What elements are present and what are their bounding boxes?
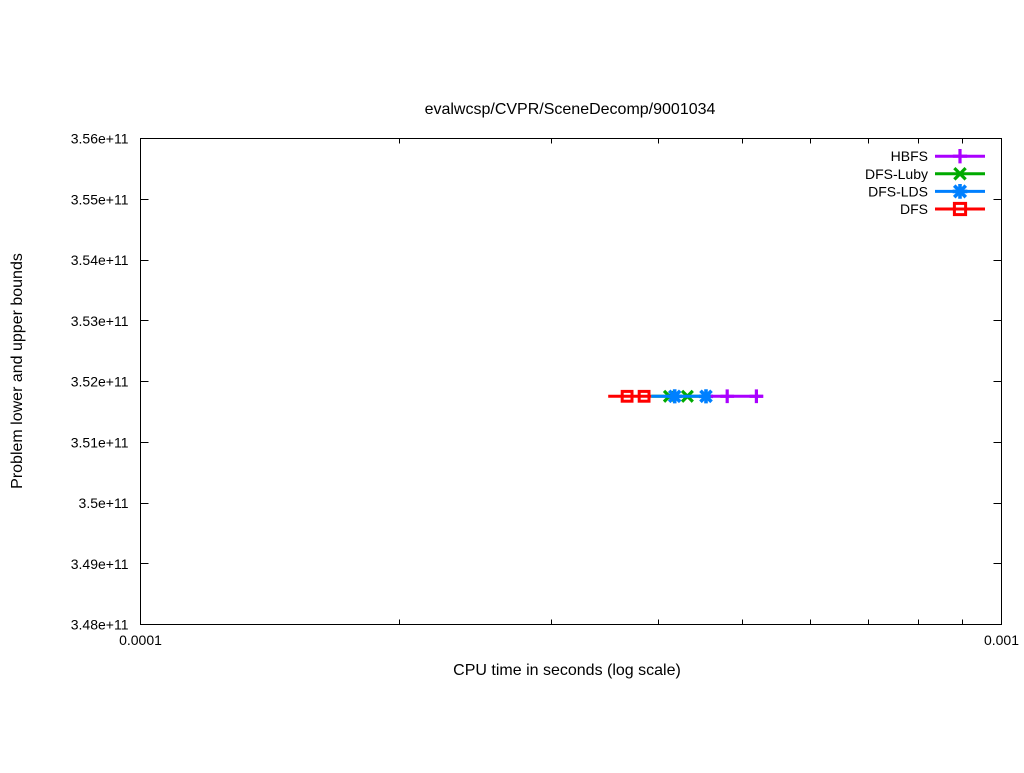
svg-text:DFS: DFS — [900, 201, 928, 217]
svg-text:DFS-Luby: DFS-Luby — [865, 166, 928, 182]
svg-text:HBFS: HBFS — [891, 148, 928, 164]
svg-text:3.52e+11: 3.52e+11 — [71, 374, 129, 390]
svg-text:Problem lower and upper bounds: Problem lower and upper bounds — [9, 253, 26, 489]
svg-text:3.48e+11: 3.48e+11 — [71, 617, 129, 633]
svg-text:3.51e+11: 3.51e+11 — [71, 434, 129, 450]
svg-text:3.55e+11: 3.55e+11 — [71, 191, 129, 207]
svg-text:DFS-LDS: DFS-LDS — [868, 183, 928, 199]
svg-text:3.54e+11: 3.54e+11 — [71, 252, 129, 268]
svg-text:0.0001: 0.0001 — [119, 632, 162, 648]
svg-text:3.56e+11: 3.56e+11 — [71, 131, 129, 147]
svg-text:3.49e+11: 3.49e+11 — [71, 556, 129, 572]
svg-text:3.5e+11: 3.5e+11 — [79, 495, 129, 511]
svg-text:evalwcsp/CVPR/SceneDecomp/9001: evalwcsp/CVPR/SceneDecomp/9001034 — [425, 101, 716, 118]
svg-text:0.001: 0.001 — [984, 632, 1019, 648]
svg-text:3.53e+11: 3.53e+11 — [71, 313, 129, 329]
svg-text:CPU time in seconds (log scale: CPU time in seconds (log scale) — [453, 662, 681, 679]
